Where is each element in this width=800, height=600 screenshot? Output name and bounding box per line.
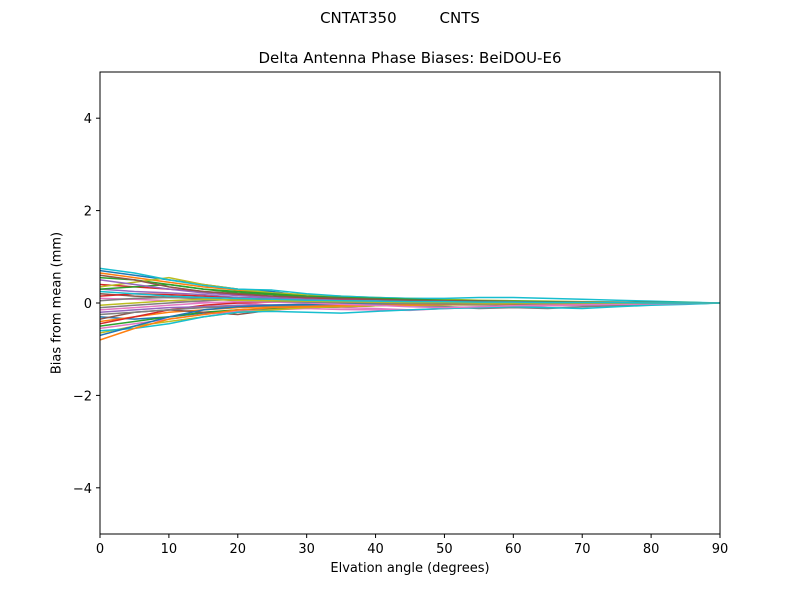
y-tick-label: −2 [73, 389, 92, 404]
y-tick-label: 4 [84, 112, 92, 127]
series-line-27 [100, 300, 720, 311]
series-group [100, 267, 720, 341]
chart-title: Delta Antenna Phase Biases: BeiDOU-E6 [258, 49, 562, 67]
x-tick-label: 20 [230, 542, 247, 557]
y-tick-label: 2 [84, 205, 92, 220]
x-tick-label: 30 [298, 542, 315, 557]
series-line-30 [100, 290, 720, 304]
x-axis-label: Elvation angle (degrees) [330, 561, 490, 576]
x-tick-label: 80 [643, 542, 660, 557]
x-tick-label: 10 [161, 542, 178, 557]
y-tick-label: −4 [73, 482, 92, 497]
x-tick-label: 70 [574, 542, 591, 557]
x-tick-label: 0 [96, 542, 104, 557]
figure-suptitle: CNTAT350 CNTS [320, 9, 480, 27]
series-line-10 [100, 267, 720, 304]
series-line-20 [100, 302, 720, 332]
x-tick-label: 60 [505, 542, 522, 557]
x-tick-label: 40 [367, 542, 384, 557]
x-tick-label: 50 [436, 542, 453, 557]
y-axis-label: Bias from mean (mm) [49, 231, 65, 375]
x-tick-label: 90 [712, 542, 729, 557]
y-tick-label: 0 [84, 297, 92, 312]
